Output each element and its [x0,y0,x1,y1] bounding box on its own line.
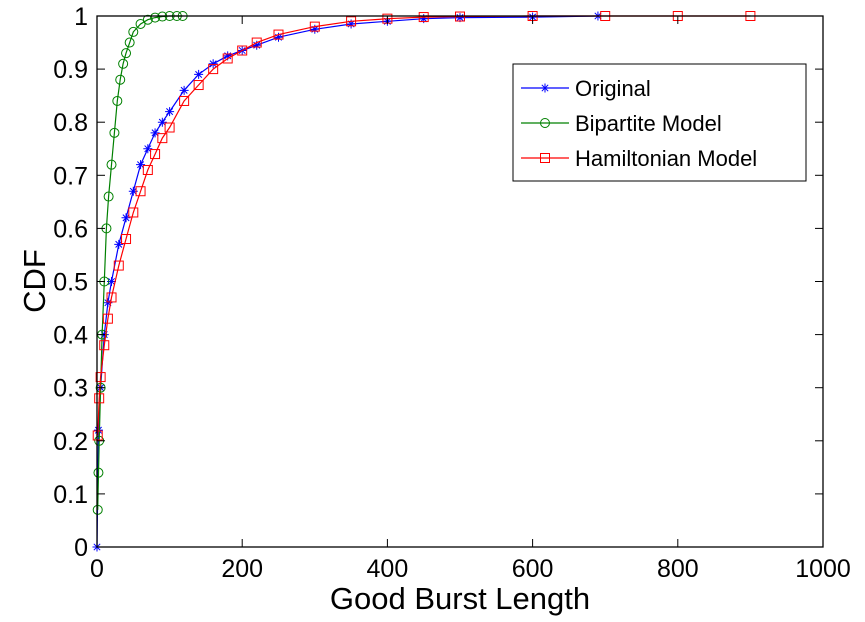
data-point [150,128,160,138]
data-point [165,107,175,117]
legend-entry: Bipartite Model [521,111,722,136]
data-point [92,504,103,515]
legend-marker [540,118,550,128]
legend-label: Original [575,76,651,101]
data-point [309,21,320,32]
data-point [121,213,131,223]
data-point [135,18,146,29]
data-point [418,12,429,23]
y-tick-label: 0 [74,534,88,562]
data-point [223,51,233,61]
data-point [193,80,204,91]
y-tick-label: 0.2 [53,428,88,456]
data-point [128,207,139,218]
y-tick-label: 0.4 [53,322,88,350]
y-tick-label: 0.9 [53,56,88,84]
data-point [103,191,114,202]
data-point [121,48,132,59]
data-point [107,277,117,286]
data-point [251,37,262,48]
x-tick-label: 1000 [795,555,851,583]
data-point [164,122,175,133]
x-tick-label: 800 [657,555,699,583]
x-tick-label: 200 [221,555,263,583]
data-point [157,117,167,127]
y-tick-label: 0.8 [53,109,88,137]
data-point [99,340,110,351]
series-line [96,15,598,548]
data-point [455,13,465,23]
data-point [346,19,356,29]
data-point [112,95,123,106]
data-point [106,292,117,303]
data-point [128,26,139,37]
data-point [115,74,126,85]
data-point [274,32,283,42]
data-point [237,45,248,56]
data-point [94,393,105,404]
x-tick-label: 0 [90,555,104,583]
y-tick-label: 0.6 [53,215,88,243]
series-hamiltonian-model [92,11,756,441]
legend-marker [540,83,550,93]
y-tick-label: 1 [74,3,88,31]
y-tick-label: 0.7 [53,162,88,190]
data-point [252,40,262,50]
curves-layer [92,11,756,552]
data-point [103,298,113,308]
data-point [179,95,190,106]
data-point [143,144,153,154]
data-point [135,186,146,197]
x-tick-label: 400 [367,555,409,583]
axis-ticks-layer: 0 200 400 600 800 1000 0 0.1 0.2 0.3 0.4 0.5 0.6 0.7 0… [53,3,851,583]
legend-label: Hamiltonian Model [575,146,757,171]
x-tick-label: 600 [512,555,554,583]
y-tick-label: 0.1 [53,481,88,509]
data-point [157,133,168,144]
data-point [208,64,219,75]
data-point [150,149,161,160]
data-point [92,430,103,441]
legend-label: Bipartite Model [575,111,722,136]
data-point [273,29,284,40]
x-axis-label: Good Burst Length [330,581,590,616]
data-point [208,59,218,69]
data-point [136,160,146,170]
y-axis-label: CDF [17,249,52,313]
data-point [102,313,113,324]
series-line [97,15,751,436]
data-point [124,37,135,48]
series-bipartite-model [92,11,188,515]
data-point [113,260,124,271]
data-point [106,159,117,170]
legend: Original Bipartite Model Hamiltonian Model [512,63,807,182]
data-point [194,69,204,79]
data-point [93,467,104,478]
data-point [121,234,132,245]
series-line [97,15,183,510]
data-point [150,12,161,23]
data-point [95,372,106,383]
data-point [128,186,138,196]
legend-marker [540,153,550,163]
data-point [179,85,189,95]
y-tick-label: 0.5 [53,269,88,297]
data-point [142,14,153,25]
legend-entry: Hamiltonian Model [521,146,757,171]
data-point [118,58,129,69]
data-point [142,164,153,175]
y-tick-label: 0.3 [53,375,88,403]
data-point [310,24,320,34]
data-point [222,53,233,64]
data-point [346,16,357,27]
data-point [109,127,120,138]
data-point [114,239,124,249]
legend-entry: Original [521,76,651,101]
data-point [419,14,429,24]
legend-box [512,63,807,182]
